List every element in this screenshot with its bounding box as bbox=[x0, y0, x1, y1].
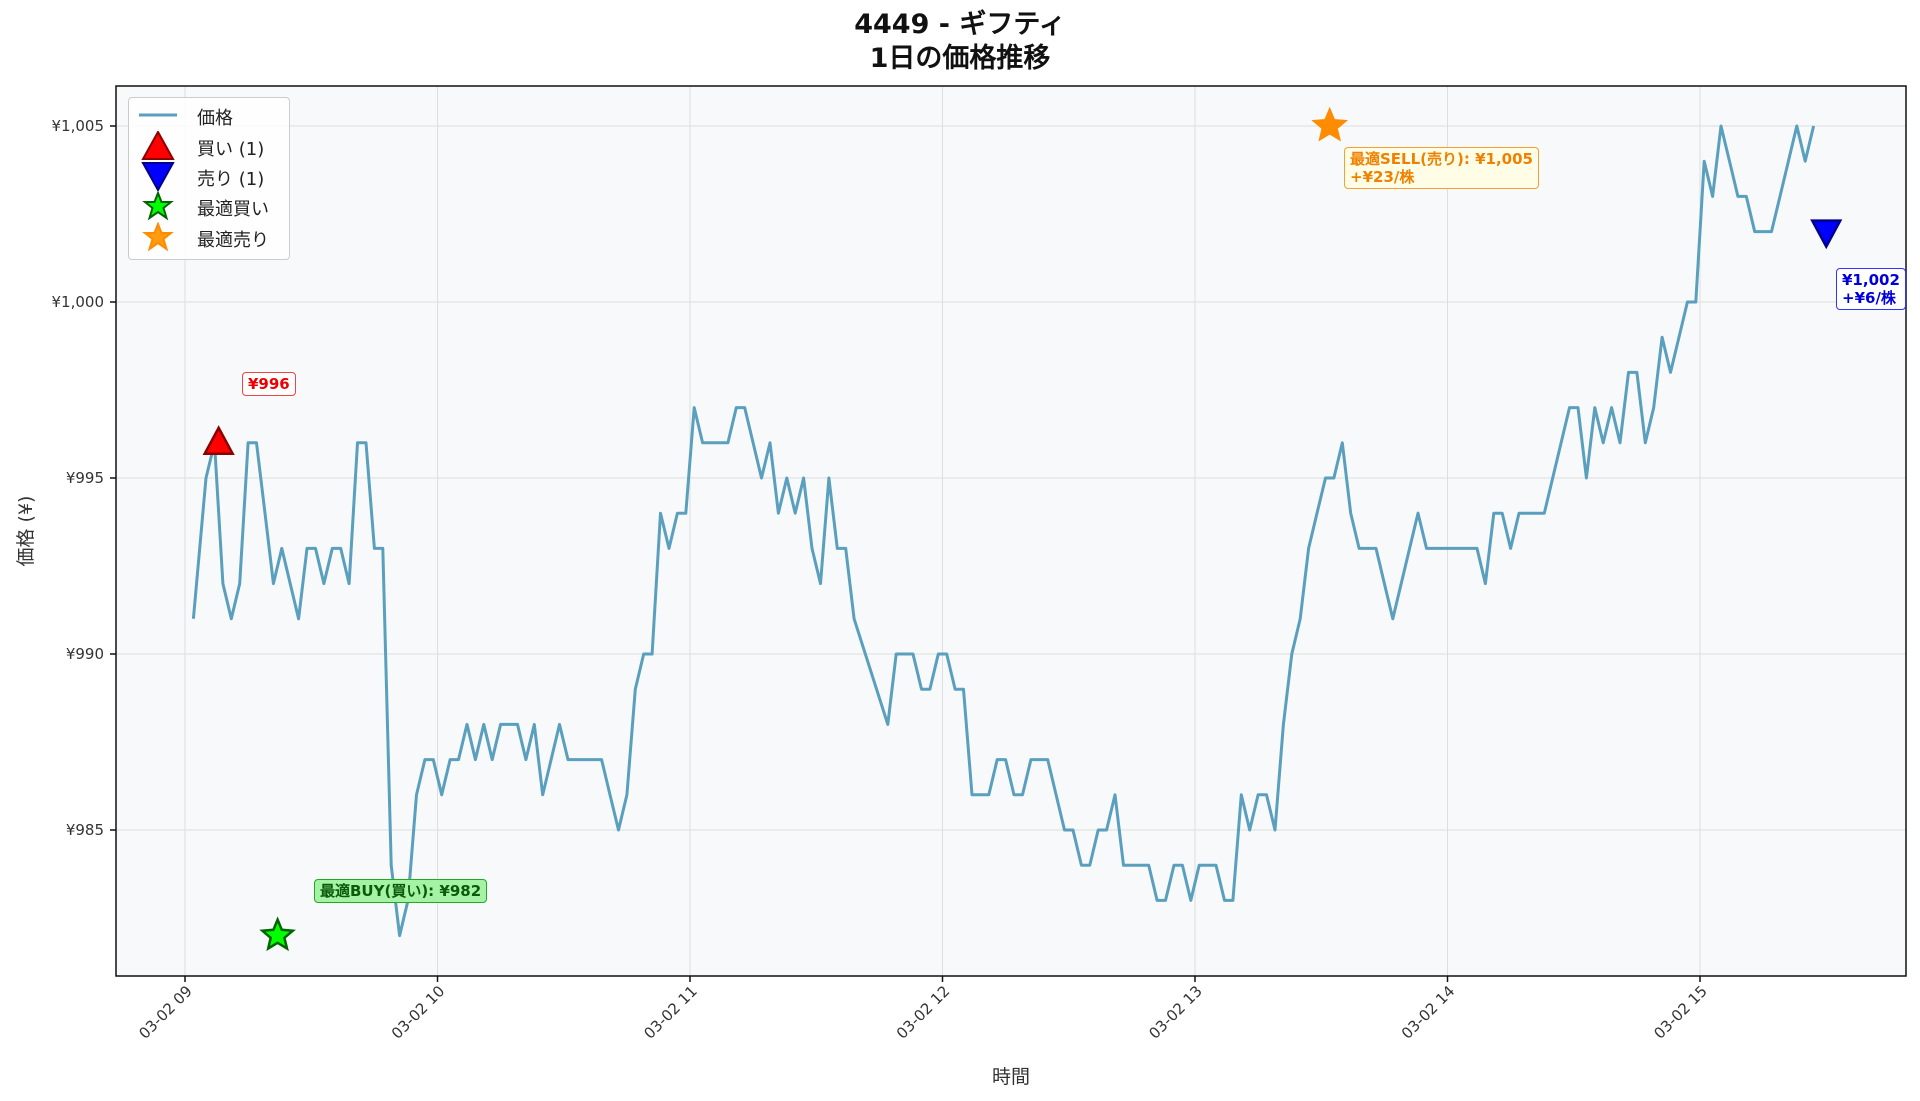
x-tick-label: 03-02 12 bbox=[893, 982, 953, 1042]
y-axis-label: 価格 (¥) bbox=[15, 496, 37, 567]
sell-profit: +¥6/株 bbox=[1842, 289, 1896, 307]
chart-title: 4449 - ギフティ 1日の価格推移 bbox=[0, 8, 1920, 76]
legend-item-price: 価格 bbox=[129, 100, 289, 130]
x-tick-label: 03-02 15 bbox=[1650, 982, 1710, 1042]
legend-item-buy: 買い (1) bbox=[129, 131, 289, 161]
y-tick-label: ¥1,005 bbox=[52, 117, 105, 135]
legend: 価格 買い (1) 売り (1) 最適買い 最適売り bbox=[128, 97, 290, 260]
legend-item-optimal-buy: 最適買い bbox=[129, 191, 289, 221]
legend-item-sell: 売り (1) bbox=[129, 161, 289, 191]
x-tick-label: 03-02 11 bbox=[640, 982, 700, 1042]
x-tick-label: 03-02 14 bbox=[1398, 982, 1458, 1042]
optimal-sell-annotation: 最適SELL(売り): ¥1,005 +¥23/株 bbox=[1344, 147, 1539, 189]
legend-item-optimal-sell: 最適売り bbox=[129, 222, 289, 252]
plot-frame bbox=[115, 85, 1907, 977]
x-tick-label: 03-02 09 bbox=[135, 982, 195, 1042]
line-swatch-icon bbox=[139, 113, 177, 117]
buy-annotation: ¥996 bbox=[242, 372, 296, 396]
star-marker-icon bbox=[1311, 106, 1349, 142]
sell-price: ¥1,002 bbox=[1842, 271, 1900, 289]
legend-label: 最適買い bbox=[197, 199, 269, 220]
triangle-up-icon bbox=[141, 131, 175, 160]
plot-area bbox=[116, 86, 1906, 976]
optimal-buy-annotation: 最適BUY(買い): ¥982 bbox=[314, 879, 488, 903]
optimal-sell-price: 最適SELL(売り): ¥1,005 bbox=[1350, 150, 1533, 168]
legend-label: 売り (1) bbox=[197, 169, 265, 190]
star-marker-icon bbox=[259, 916, 296, 952]
price-line bbox=[191, 124, 1816, 938]
trade-markers bbox=[202, 106, 1843, 952]
y-tick-label: ¥985 bbox=[66, 821, 104, 839]
triangle-down-marker-icon bbox=[1810, 219, 1843, 250]
triangle-up-marker-icon bbox=[202, 425, 235, 456]
y-axis-ticks: ¥985 ¥990 ¥995 ¥1,000 ¥1,005 bbox=[52, 117, 116, 839]
x-axis-label: 時間 bbox=[992, 1066, 1030, 1088]
legend-label: 最適売り bbox=[197, 230, 269, 251]
legend-label: 価格 bbox=[197, 108, 233, 129]
star-green-icon bbox=[142, 191, 174, 221]
x-tick-label: 03-02 13 bbox=[1145, 982, 1205, 1042]
star-orange-icon bbox=[142, 222, 174, 252]
chart-title-line1: 4449 - ギフティ bbox=[854, 9, 1066, 40]
optimal-sell-profit: +¥23/株 bbox=[1350, 168, 1415, 186]
chart-title-line2: 1日の価格推移 bbox=[869, 43, 1051, 74]
sell-annotation: ¥1,002 +¥6/株 bbox=[1836, 268, 1906, 310]
legend-label: 買い (1) bbox=[197, 139, 265, 160]
grid-lines bbox=[116, 86, 1906, 976]
x-axis-ticks: 03-02 09 03-02 10 03-02 11 03-02 12 03-02 13… bbox=[135, 976, 1711, 1043]
y-tick-label: ¥995 bbox=[66, 469, 104, 487]
triangle-down-icon bbox=[141, 162, 175, 191]
y-tick-label: ¥1,000 bbox=[52, 293, 105, 311]
x-tick-label: 03-02 10 bbox=[388, 982, 448, 1042]
y-tick-label: ¥990 bbox=[66, 645, 104, 663]
